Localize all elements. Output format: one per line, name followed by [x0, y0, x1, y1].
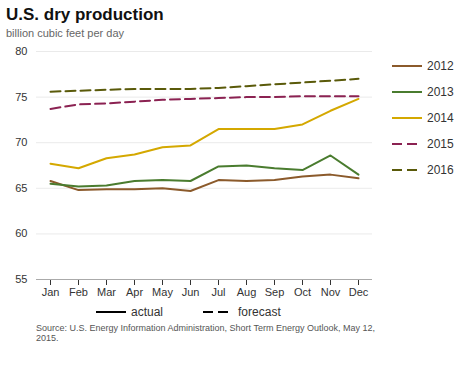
svg-text:55: 55: [15, 273, 27, 285]
svg-text:65: 65: [15, 182, 27, 194]
svg-text:Dec: Dec: [349, 286, 369, 298]
html-text:billion cubic feet per day: billion cubic feet per day: [6, 27, 124, 39]
svg-text:Jun: Jun: [182, 286, 200, 298]
svg-text:Nov: Nov: [321, 286, 341, 298]
svg-text:60: 60: [15, 227, 27, 239]
svg-text:Jan: Jan: [42, 286, 60, 298]
svg-text:Apr: Apr: [126, 286, 143, 298]
html-text:2012: 2012: [427, 59, 454, 73]
svg-text:May: May: [152, 286, 173, 298]
svg-text:Sep: Sep: [265, 286, 285, 298]
html-text:actual: actual: [131, 305, 163, 319]
svg-text:Jul: Jul: [211, 286, 225, 298]
svg-text:Aug: Aug: [237, 286, 257, 298]
svg-text:70: 70: [15, 136, 27, 148]
svg-text:75: 75: [15, 91, 27, 103]
html-text:U.S. dry production: U.S. dry production: [6, 5, 164, 24]
html-text:Source: U.S. Energy Informatio: Source: U.S. Energy Information Administ…: [36, 323, 375, 343]
svg-text:Oct: Oct: [294, 286, 311, 298]
html-text:2015: 2015: [427, 137, 454, 151]
html-text:forecast: forecast: [238, 305, 281, 319]
svg-text:Mar: Mar: [97, 286, 116, 298]
html-text:2016: 2016: [427, 163, 454, 177]
svg-text:80: 80: [15, 45, 27, 57]
html-text:2013: 2013: [427, 85, 454, 99]
svg-text:Feb: Feb: [69, 286, 88, 298]
html-text:2014: 2014: [427, 111, 454, 125]
